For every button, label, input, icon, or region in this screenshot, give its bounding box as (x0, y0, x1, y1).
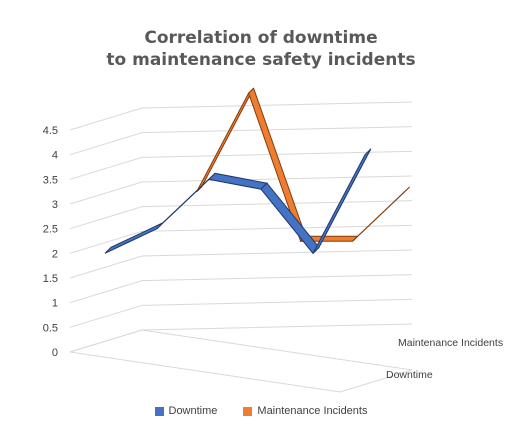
gridline (69, 224, 413, 254)
legend-item-downtime: Downtime (154, 405, 218, 417)
series-segment (104, 222, 164, 254)
chart-title-line-1: Correlation of downtime (144, 28, 378, 48)
y-tick-label: 2.5 (43, 224, 58, 236)
gridline (69, 126, 413, 156)
depth-label: Maintenance Incidents (398, 337, 503, 349)
legend-label-maintenance: Maintenance Incidents (257, 405, 368, 417)
gridline (69, 175, 413, 205)
legend-swatch-downtime (154, 406, 164, 416)
y-tick-label: 4.5 (43, 125, 58, 137)
series-segment (312, 148, 372, 254)
depth-label: Downtime (386, 369, 433, 381)
series-segment (352, 186, 410, 242)
y-tick-label: 1.5 (43, 273, 58, 285)
y-tick-label: 0 (52, 347, 58, 359)
y-tick-label: 0.5 (43, 322, 58, 334)
gridline (69, 298, 413, 328)
grid-layer (69, 101, 413, 393)
series-layer (104, 87, 410, 255)
gridline (69, 101, 413, 131)
chart-legend: Downtime Maintenance Incidents (0, 405, 522, 417)
gridline (69, 323, 413, 353)
gridline (69, 249, 413, 279)
chart-title-line-2: to maintenance safety incidents (106, 50, 416, 70)
series-segment (207, 172, 269, 190)
y-tick-label: 3.5 (43, 174, 58, 186)
gridline (69, 200, 413, 230)
floor (69, 329, 413, 393)
y-tick-label: 1 (52, 298, 58, 310)
gridline (69, 274, 413, 304)
legend-swatch-maintenance (243, 406, 253, 416)
y-tick-label: 4 (52, 150, 58, 162)
axis-layer: 0 0.5 1 1.5 2 2.5 3 3.5 4 4.5 Maintenance Incident… (43, 125, 503, 381)
legend-label-downtime: Downtime (168, 405, 218, 417)
y-tick-label: 2 (52, 248, 58, 260)
legend-item-maintenance: Maintenance Incidents (243, 405, 367, 417)
y-tick-label: 3 (52, 199, 58, 211)
series-segment (248, 87, 307, 243)
gridline (69, 150, 413, 180)
